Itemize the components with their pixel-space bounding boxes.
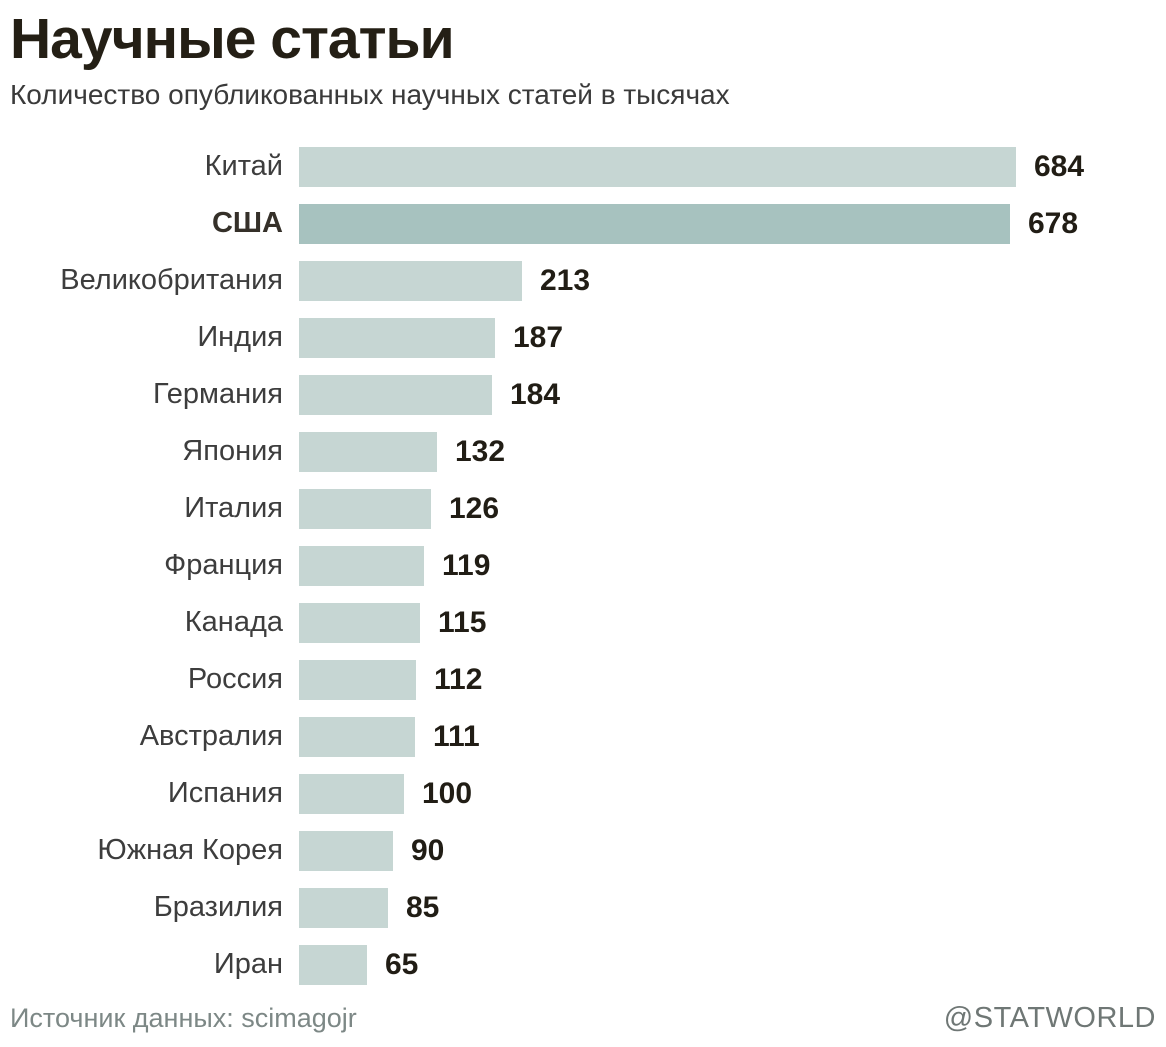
- bar-row: Германия 184: [10, 374, 1156, 415]
- bar-row: Испания 100: [10, 773, 1156, 814]
- bar: [299, 203, 1010, 244]
- bar-track: 684: [299, 146, 1156, 187]
- bar-row: Бразилия 85: [10, 887, 1156, 928]
- category-label: Иран: [213, 948, 283, 981]
- bar-row: Япония 132: [10, 431, 1156, 472]
- bar-track: 187: [299, 317, 1156, 358]
- bar-row: Россия 112: [10, 659, 1156, 700]
- bar-row: Иран 65: [10, 944, 1156, 985]
- category-label: Бразилия: [153, 891, 283, 924]
- category-label: Великобритания: [60, 264, 283, 297]
- bar-track: 85: [299, 887, 1156, 928]
- bar: [299, 146, 1016, 187]
- bar: [299, 659, 416, 700]
- category-label: США: [211, 207, 283, 240]
- value-label: 132: [455, 434, 506, 468]
- category-label: Италия: [184, 492, 283, 525]
- bar-track: 90: [299, 830, 1156, 871]
- footer: Источник данных: scimagojr @STATWORLD: [10, 1002, 1156, 1035]
- value-label: 684: [1034, 149, 1085, 183]
- bar-chart: Китай 684 США 678 Великобритания 213 Индия 187 Г…: [10, 146, 1156, 985]
- value-label: 213: [540, 263, 591, 297]
- page-subtitle: Количество опубликованных научных статей…: [10, 78, 730, 110]
- value-label: 119: [442, 548, 491, 582]
- category-label: Индия: [197, 321, 283, 354]
- value-label: 65: [385, 947, 419, 981]
- bar: [299, 260, 522, 301]
- category-label: Япония: [182, 435, 283, 468]
- bar: [299, 317, 495, 358]
- bar: [299, 431, 437, 472]
- value-label: 115: [438, 605, 487, 639]
- bar-row: Канада 115: [10, 602, 1156, 643]
- value-label: 90: [411, 833, 445, 867]
- category-label: Испания: [167, 777, 283, 810]
- bar-track: 678: [299, 203, 1156, 244]
- bar: [299, 830, 393, 871]
- value-label: 85: [406, 890, 440, 924]
- bar: [299, 374, 492, 415]
- bar: [299, 488, 431, 529]
- bar: [299, 716, 415, 757]
- category-label: Австралия: [139, 720, 283, 753]
- bar-track: 100: [299, 773, 1156, 814]
- value-label: 100: [422, 776, 473, 810]
- bar-row: Индия 187: [10, 317, 1156, 358]
- value-label: 187: [513, 320, 564, 354]
- bar-row: Китай 684: [10, 146, 1156, 187]
- bar: [299, 773, 404, 814]
- bar-track: 213: [299, 260, 1156, 301]
- bar: [299, 944, 367, 985]
- bar-row: Италия 126: [10, 488, 1156, 529]
- bar-track: 111: [299, 716, 1156, 757]
- category-label: Китай: [204, 150, 283, 183]
- bar: [299, 887, 388, 928]
- bar-track: 132: [299, 431, 1156, 472]
- bar-track: 112: [299, 659, 1156, 700]
- value-label: 678: [1028, 206, 1079, 240]
- bar: [299, 545, 424, 586]
- data-source-text: Источник данных: scimagojr: [10, 1003, 357, 1033]
- bar-row: Великобритания 213: [10, 260, 1156, 301]
- value-label: 112: [434, 662, 483, 696]
- category-label: Франция: [164, 549, 283, 582]
- category-label: Россия: [187, 663, 283, 696]
- value-label: 184: [510, 377, 561, 411]
- category-label: Южная Корея: [97, 834, 283, 867]
- bar-track: 184: [299, 374, 1156, 415]
- page-title: Научные статьи: [10, 7, 455, 71]
- category-label: Германия: [152, 378, 283, 411]
- bar-row: Южная Корея 90: [10, 830, 1156, 871]
- bar-row: Австралия 111: [10, 716, 1156, 757]
- bar-track: 126: [299, 488, 1156, 529]
- credit-handle: @STATWORLD: [943, 1002, 1156, 1034]
- bar-track: 119: [299, 545, 1156, 586]
- bar-track: 65: [299, 944, 1156, 985]
- bar-row: Франция 119: [10, 545, 1156, 586]
- bar-row: США 678: [10, 203, 1156, 244]
- bar-track: 115: [299, 602, 1156, 643]
- value-label: 126: [449, 491, 500, 525]
- bar: [299, 602, 420, 643]
- value-label: 111: [433, 719, 480, 753]
- category-label: Канада: [184, 606, 283, 639]
